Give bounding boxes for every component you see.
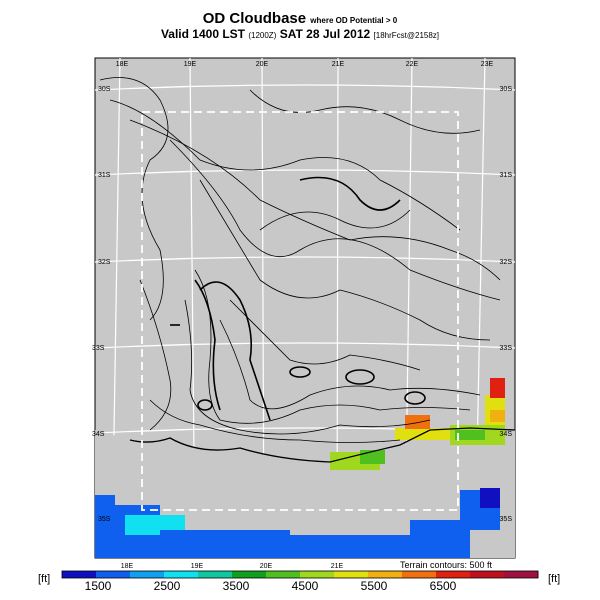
map-tick-label: 22E <box>406 61 419 68</box>
colorbar-swatch <box>368 571 403 578</box>
colorbar-swatch <box>164 571 199 578</box>
colorbar-swatch <box>334 571 369 578</box>
map-tick-label: 34S <box>92 431 105 438</box>
colorbar <box>61 570 539 579</box>
unit-left: [ft] <box>38 573 51 585</box>
colorbar-swatch <box>130 571 165 578</box>
colorbar-label: 5500 <box>360 579 388 593</box>
map-tick-label: 32S <box>500 259 513 266</box>
colorbar-swatch <box>232 571 267 578</box>
map-tick-label: 20E <box>260 563 273 570</box>
map-tick-label: 34S <box>500 431 513 438</box>
map-tick-label: 19E <box>184 61 197 68</box>
colorbar-swatch <box>504 571 539 578</box>
title-qualifier: where OD Potential > 0 <box>310 16 398 25</box>
colorbar-swatch <box>436 571 471 578</box>
zulu-time: (1200Z) <box>248 31 277 40</box>
map-tick-label: 30S <box>98 86 111 93</box>
terrain-contours-bold <box>170 176 426 421</box>
cloudbase-cells <box>95 378 505 558</box>
colorbar-swatch <box>402 571 437 578</box>
chart-title: OD Cloudbase where OD Potential > 0 <box>0 10 600 27</box>
axis-labels: 18E 19E 20E 21E 22E 23E 18E 19E 20E 21E 30S 31S 32S 3… <box>92 61 512 570</box>
colorbar-swatch <box>96 571 131 578</box>
colorbar-swatch <box>300 571 335 578</box>
forecast-info: [18hrFcst@2158z] <box>373 31 440 40</box>
map-tick-label: 33S <box>500 345 513 352</box>
coastline <box>129 427 516 463</box>
map-tick-label: 18E <box>116 61 129 68</box>
colorbar-label: 3500 <box>222 579 250 593</box>
map-tick-label: 31S <box>500 172 513 179</box>
colorbar-swatch <box>470 571 505 578</box>
map-tick-label: 21E <box>331 563 344 570</box>
map-tick-label: 18E <box>121 563 134 570</box>
colorbar-swatch <box>266 571 301 578</box>
colorbar-swatch <box>198 571 233 578</box>
valid-time: Valid 1400 LST <box>160 27 245 41</box>
map-tick-label: 19E <box>191 563 204 570</box>
map-tick-label: 23E <box>481 61 494 68</box>
map-tick-label: 30S <box>500 86 513 93</box>
colorbar-label: 2500 <box>153 579 181 593</box>
map-tick-label: 21E <box>332 61 345 68</box>
map-tick-label: 35S <box>98 516 111 523</box>
colorbar-label: 6500 <box>429 579 457 593</box>
colorbar-label: 1500 <box>84 579 112 593</box>
terrain-contours <box>99 77 501 443</box>
forecast-date: SAT 28 Jul 2012 <box>279 27 371 41</box>
unit-right: [ft] <box>548 573 561 585</box>
colorbar-border <box>61 570 539 579</box>
title-main: OD Cloudbase <box>202 10 307 27</box>
colorbar-label: 4500 <box>291 579 319 593</box>
map-tick-label: 32S <box>98 259 111 266</box>
map-tick-label: 31S <box>98 172 111 179</box>
map-tick-label: 33S <box>92 345 105 352</box>
inner-domain-box <box>141 111 459 511</box>
map-tick-label: 35S <box>500 516 513 523</box>
map-tick-label: 20E <box>256 61 269 68</box>
colorbar-swatch <box>62 571 97 578</box>
chart-subtitle: Valid 1400 LST (1200Z) SAT 28 Jul 2012 [… <box>0 27 600 41</box>
terrain-note: Terrain contours: 500 ft <box>400 560 493 570</box>
